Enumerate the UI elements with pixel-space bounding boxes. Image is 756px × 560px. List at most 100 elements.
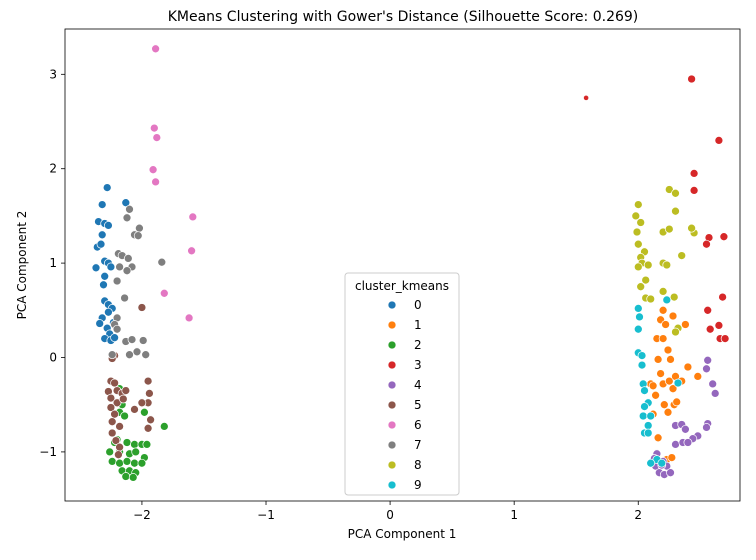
data-point <box>705 324 715 334</box>
data-point <box>96 239 106 249</box>
data-point <box>121 472 131 481</box>
data-point <box>131 447 141 457</box>
data-point <box>127 335 137 344</box>
data-point <box>633 324 643 334</box>
data-point <box>683 438 693 447</box>
data-point <box>142 440 152 449</box>
data-point <box>145 389 154 398</box>
data-point <box>637 351 647 360</box>
data-point <box>681 320 690 329</box>
y-tick-label: 1 <box>49 256 57 270</box>
data-point <box>646 294 656 304</box>
data-point <box>122 266 132 276</box>
data-point <box>130 440 139 449</box>
data-point <box>719 232 729 242</box>
data-point <box>702 239 711 249</box>
y-tick-label: 0 <box>49 351 57 365</box>
data-point <box>133 231 143 241</box>
data-point <box>112 276 122 286</box>
data-point <box>115 262 124 272</box>
data-point <box>137 458 147 468</box>
data-point <box>141 350 151 360</box>
legend-marker <box>387 460 397 470</box>
series-3 <box>583 74 730 343</box>
data-point <box>159 288 169 298</box>
data-point <box>121 386 131 395</box>
legend-label: 5 <box>414 398 422 412</box>
data-point <box>130 458 139 468</box>
data-point <box>105 447 115 457</box>
data-point <box>689 169 699 178</box>
data-point <box>104 221 113 230</box>
data-point <box>672 397 682 407</box>
legend-label: 6 <box>414 418 422 432</box>
data-point <box>689 186 699 195</box>
data-point <box>669 292 679 302</box>
data-point <box>122 213 132 223</box>
y-axis-title: PCA Component 2 <box>15 211 29 320</box>
data-point <box>149 123 159 133</box>
data-point <box>151 44 160 54</box>
data-point <box>115 458 124 468</box>
data-point <box>110 378 119 388</box>
data-point <box>121 198 131 208</box>
legend-label: 1 <box>414 318 422 332</box>
data-point <box>125 204 134 214</box>
y-tick-label: −1 <box>39 445 57 459</box>
data-point <box>714 321 724 330</box>
data-point <box>703 355 713 365</box>
data-point <box>188 212 198 222</box>
x-axis-title: PCA Component 1 <box>348 527 457 541</box>
data-point <box>656 369 665 378</box>
data-point <box>112 324 122 334</box>
data-point <box>636 218 646 227</box>
data-point <box>651 390 660 400</box>
data-point <box>110 409 119 419</box>
data-point <box>130 405 139 414</box>
data-point <box>668 384 678 394</box>
data-point <box>668 311 678 321</box>
data-point <box>703 305 713 315</box>
data-point <box>633 239 643 249</box>
data-point <box>671 188 680 198</box>
data-point <box>137 398 147 408</box>
data-point <box>637 360 647 370</box>
data-point <box>636 282 646 292</box>
data-point <box>115 442 124 452</box>
x-tick-label: 1 <box>510 508 518 522</box>
legend-marker <box>387 360 397 370</box>
data-point <box>128 473 138 482</box>
data-point <box>110 333 119 343</box>
legend-title: cluster_kmeans <box>355 279 449 293</box>
chart-title: KMeans Clustering with Gower's Distance … <box>168 9 639 25</box>
data-point <box>91 263 101 273</box>
legend-marker <box>387 440 397 450</box>
legend-label: 8 <box>414 458 422 472</box>
series-0 <box>91 183 131 345</box>
legend-marker <box>387 340 397 350</box>
data-point <box>107 428 117 438</box>
data-point <box>646 411 656 421</box>
data-point <box>95 319 105 328</box>
legend-marker <box>387 400 397 410</box>
legend-marker <box>387 380 397 390</box>
series-2 <box>105 384 169 482</box>
data-point <box>151 177 160 187</box>
data-point <box>640 402 649 411</box>
data-point <box>633 200 643 209</box>
series-1 <box>646 305 703 464</box>
data-point <box>143 423 153 433</box>
data-point <box>666 468 675 478</box>
data-point <box>662 260 672 270</box>
data-point <box>633 262 643 272</box>
legend-marker <box>387 420 397 430</box>
data-point <box>132 347 142 357</box>
data-point <box>708 379 718 389</box>
data-point <box>184 313 194 323</box>
points-layer <box>91 44 730 482</box>
legend-label: 2 <box>414 338 422 352</box>
plot-border <box>64 28 741 502</box>
data-point <box>112 398 122 408</box>
data-point <box>677 251 687 260</box>
data-point <box>653 433 663 443</box>
